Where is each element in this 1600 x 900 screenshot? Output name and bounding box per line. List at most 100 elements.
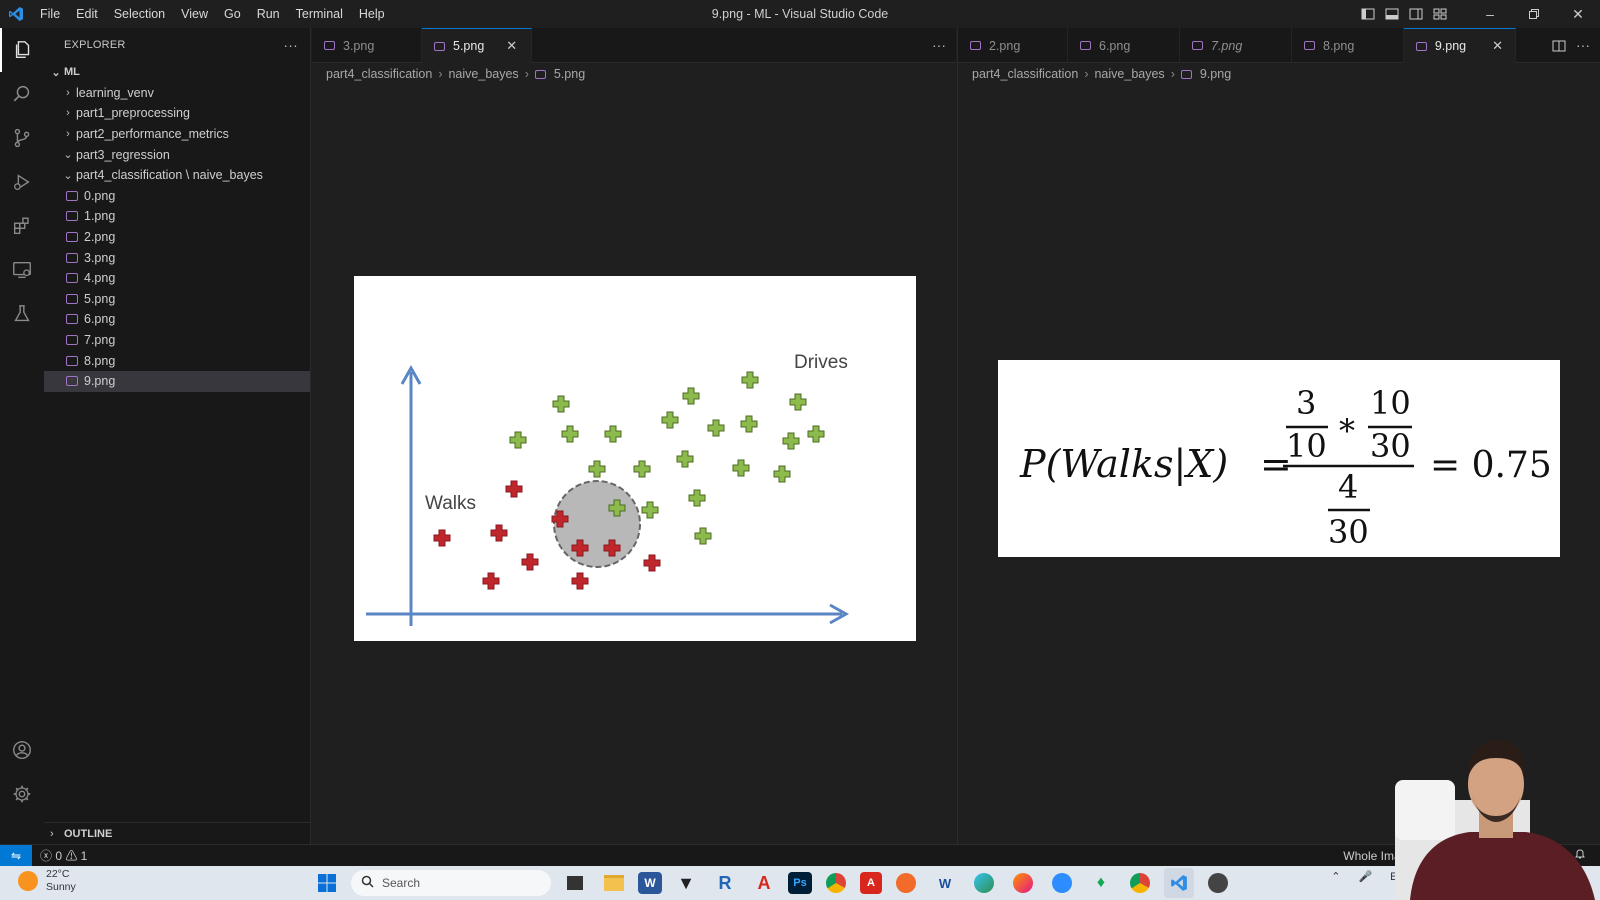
menu-terminal[interactable]: Terminal: [295, 7, 343, 21]
chrome-icon[interactable]: [821, 868, 851, 898]
breadcrumb-item[interactable]: naive_bayes: [448, 67, 519, 81]
manage-gear-icon[interactable]: [0, 772, 44, 816]
task-view-icon[interactable]: [560, 868, 590, 898]
drives-point: [707, 419, 725, 437]
tab-6-png[interactable]: 6.png: [1068, 28, 1180, 63]
minimize-icon[interactable]: –: [1486, 6, 1494, 22]
file-item[interactable]: 3.png: [44, 247, 310, 268]
remote-indicator-icon[interactable]: ⇋: [0, 844, 32, 867]
file-item[interactable]: 4.png: [44, 268, 310, 289]
r-studio-icon[interactable]: R: [718, 872, 732, 893]
drives-point: [509, 431, 527, 449]
menu-selection[interactable]: Selection: [113, 7, 166, 21]
close-window-icon[interactable]: ✕: [1572, 5, 1584, 22]
breadcrumb-item[interactable]: naive_bayes: [1094, 67, 1165, 81]
menu-view[interactable]: View: [181, 7, 209, 21]
folder-part2[interactable]: › part2_performance_metrics: [44, 124, 310, 145]
breadcrumb-item[interactable]: 5.png: [553, 67, 586, 81]
notifications-bell-icon[interactable]: [1574, 848, 1586, 863]
vscode-taskbar-icon[interactable]: [1164, 868, 1194, 898]
split-editor-icon[interactable]: [1552, 28, 1566, 66]
accounts-icon[interactable]: [0, 728, 44, 772]
menu-help[interactable]: Help: [358, 7, 385, 21]
root-label: ML: [64, 66, 80, 79]
windows-taskbar: 22°C Sunny Search W ▼ R A Ps A W ♦: [0, 866, 1600, 900]
close-tab-icon[interactable]: ✕: [506, 38, 518, 53]
file-item[interactable]: 7.png: [44, 330, 310, 351]
problems-indicator[interactable]: ⓧ 0 ⚠ 1: [40, 849, 88, 863]
more-actions-icon[interactable]: ···: [1576, 37, 1590, 53]
image-file-icon: [66, 293, 78, 304]
chevron-up-icon[interactable]: ⌃: [1331, 871, 1341, 883]
zoom-icon[interactable]: [1047, 868, 1077, 898]
photoshop-icon[interactable]: Ps: [788, 872, 812, 894]
tab-2-png[interactable]: 2.png: [958, 28, 1068, 63]
source-control-icon[interactable]: [0, 116, 44, 160]
file-explorer-icon[interactable]: [599, 868, 629, 898]
vector-app-icon[interactable]: ▼: [677, 872, 695, 893]
menu-run[interactable]: Run: [256, 7, 280, 21]
file-item[interactable]: 6.png: [44, 309, 310, 330]
tab-7-png[interactable]: 7.png: [1180, 28, 1292, 63]
file-item[interactable]: 2.png: [44, 227, 310, 248]
word-icon[interactable]: W: [638, 872, 662, 894]
drives-point: [604, 425, 622, 443]
file-item[interactable]: 8.png: [44, 350, 310, 371]
tree-root[interactable]: ⌄ ML: [44, 62, 310, 83]
breadcrumb-item[interactable]: part4_classification: [972, 67, 1079, 81]
image-file-icon: [534, 69, 546, 79]
search-icon[interactable]: [0, 72, 44, 116]
breadcrumb-item[interactable]: 9.png: [1199, 67, 1232, 81]
mongodb-icon[interactable]: ♦: [1096, 874, 1106, 891]
extensions-icon[interactable]: [0, 204, 44, 248]
more-actions-icon[interactable]: ···: [932, 37, 946, 53]
edge-icon[interactable]: [969, 868, 999, 898]
pen-app-icon[interactable]: [891, 868, 921, 898]
file-item[interactable]: 1.png: [44, 206, 310, 227]
outline-section[interactable]: › OUTLINE: [44, 822, 311, 844]
github-desktop-icon[interactable]: [1203, 868, 1233, 898]
customize-layout-icon[interactable]: [1428, 0, 1452, 28]
microphone-icon[interactable]: 🎤: [1358, 871, 1373, 883]
windows-start-icon[interactable]: [312, 868, 342, 898]
more-actions-icon[interactable]: ···: [283, 37, 298, 53]
weather-widget[interactable]: 22°C Sunny: [18, 868, 76, 894]
testing-icon[interactable]: [0, 292, 44, 336]
remote-explorer-icon[interactable]: [0, 248, 44, 292]
toggle-primary-sidebar-icon[interactable]: [1356, 0, 1380, 28]
firefox-icon[interactable]: [1008, 868, 1038, 898]
toggle-secondary-sidebar-icon[interactable]: [1404, 0, 1428, 28]
folder-learning-venv[interactable]: › learning_venv: [44, 83, 310, 104]
file-item[interactable]: 5.png: [44, 289, 310, 310]
tab-3-png[interactable]: 3.png: [312, 28, 422, 63]
breadcrumb-item[interactable]: part4_classification: [326, 67, 433, 81]
toggle-panel-icon[interactable]: [1380, 0, 1404, 28]
close-tab-icon[interactable]: ✕: [1492, 38, 1503, 53]
image-file-icon: [66, 273, 78, 284]
tab-label: 8.png: [1323, 38, 1355, 53]
menu-file[interactable]: File: [40, 7, 61, 21]
run-debug-icon[interactable]: [0, 160, 44, 204]
file-label: 4.png: [84, 271, 116, 286]
taskbar-search[interactable]: Search: [351, 870, 551, 896]
tab-label: 3.png: [343, 38, 375, 53]
acrobat-icon[interactable]: A: [757, 872, 771, 893]
menu-edit[interactable]: Edit: [76, 7, 98, 21]
menu-go[interactable]: Go: [224, 7, 241, 21]
walks-point: [571, 539, 589, 557]
folder-part4-naive-bayes[interactable]: ⌄ part4_classification \ naive_bayes: [44, 165, 310, 186]
file-item[interactable]: 0.png: [44, 186, 310, 207]
file-item[interactable]: 9.png: [44, 370, 310, 392]
restore-icon[interactable]: [1512, 0, 1556, 28]
editor-group-right: 2.png 6.png 7.png 8.png 9.png ✕ ··· part…: [957, 28, 1600, 844]
explorer-icon[interactable]: [0, 28, 44, 72]
chevron-right-icon: ›: [66, 107, 70, 120]
pdf-reader-icon[interactable]: A: [860, 872, 882, 894]
chrome-profile-icon[interactable]: [1125, 868, 1155, 898]
folder-part3[interactable]: ⌄ part3_regression: [44, 144, 310, 165]
tab-5-png[interactable]: 5.png ✕: [422, 28, 532, 63]
tab-8-png[interactable]: 8.png: [1292, 28, 1404, 63]
wps-icon[interactable]: W: [938, 875, 952, 891]
folder-part1[interactable]: › part1_preprocessing: [44, 103, 310, 124]
tab-9-png[interactable]: 9.png ✕: [1404, 28, 1516, 63]
